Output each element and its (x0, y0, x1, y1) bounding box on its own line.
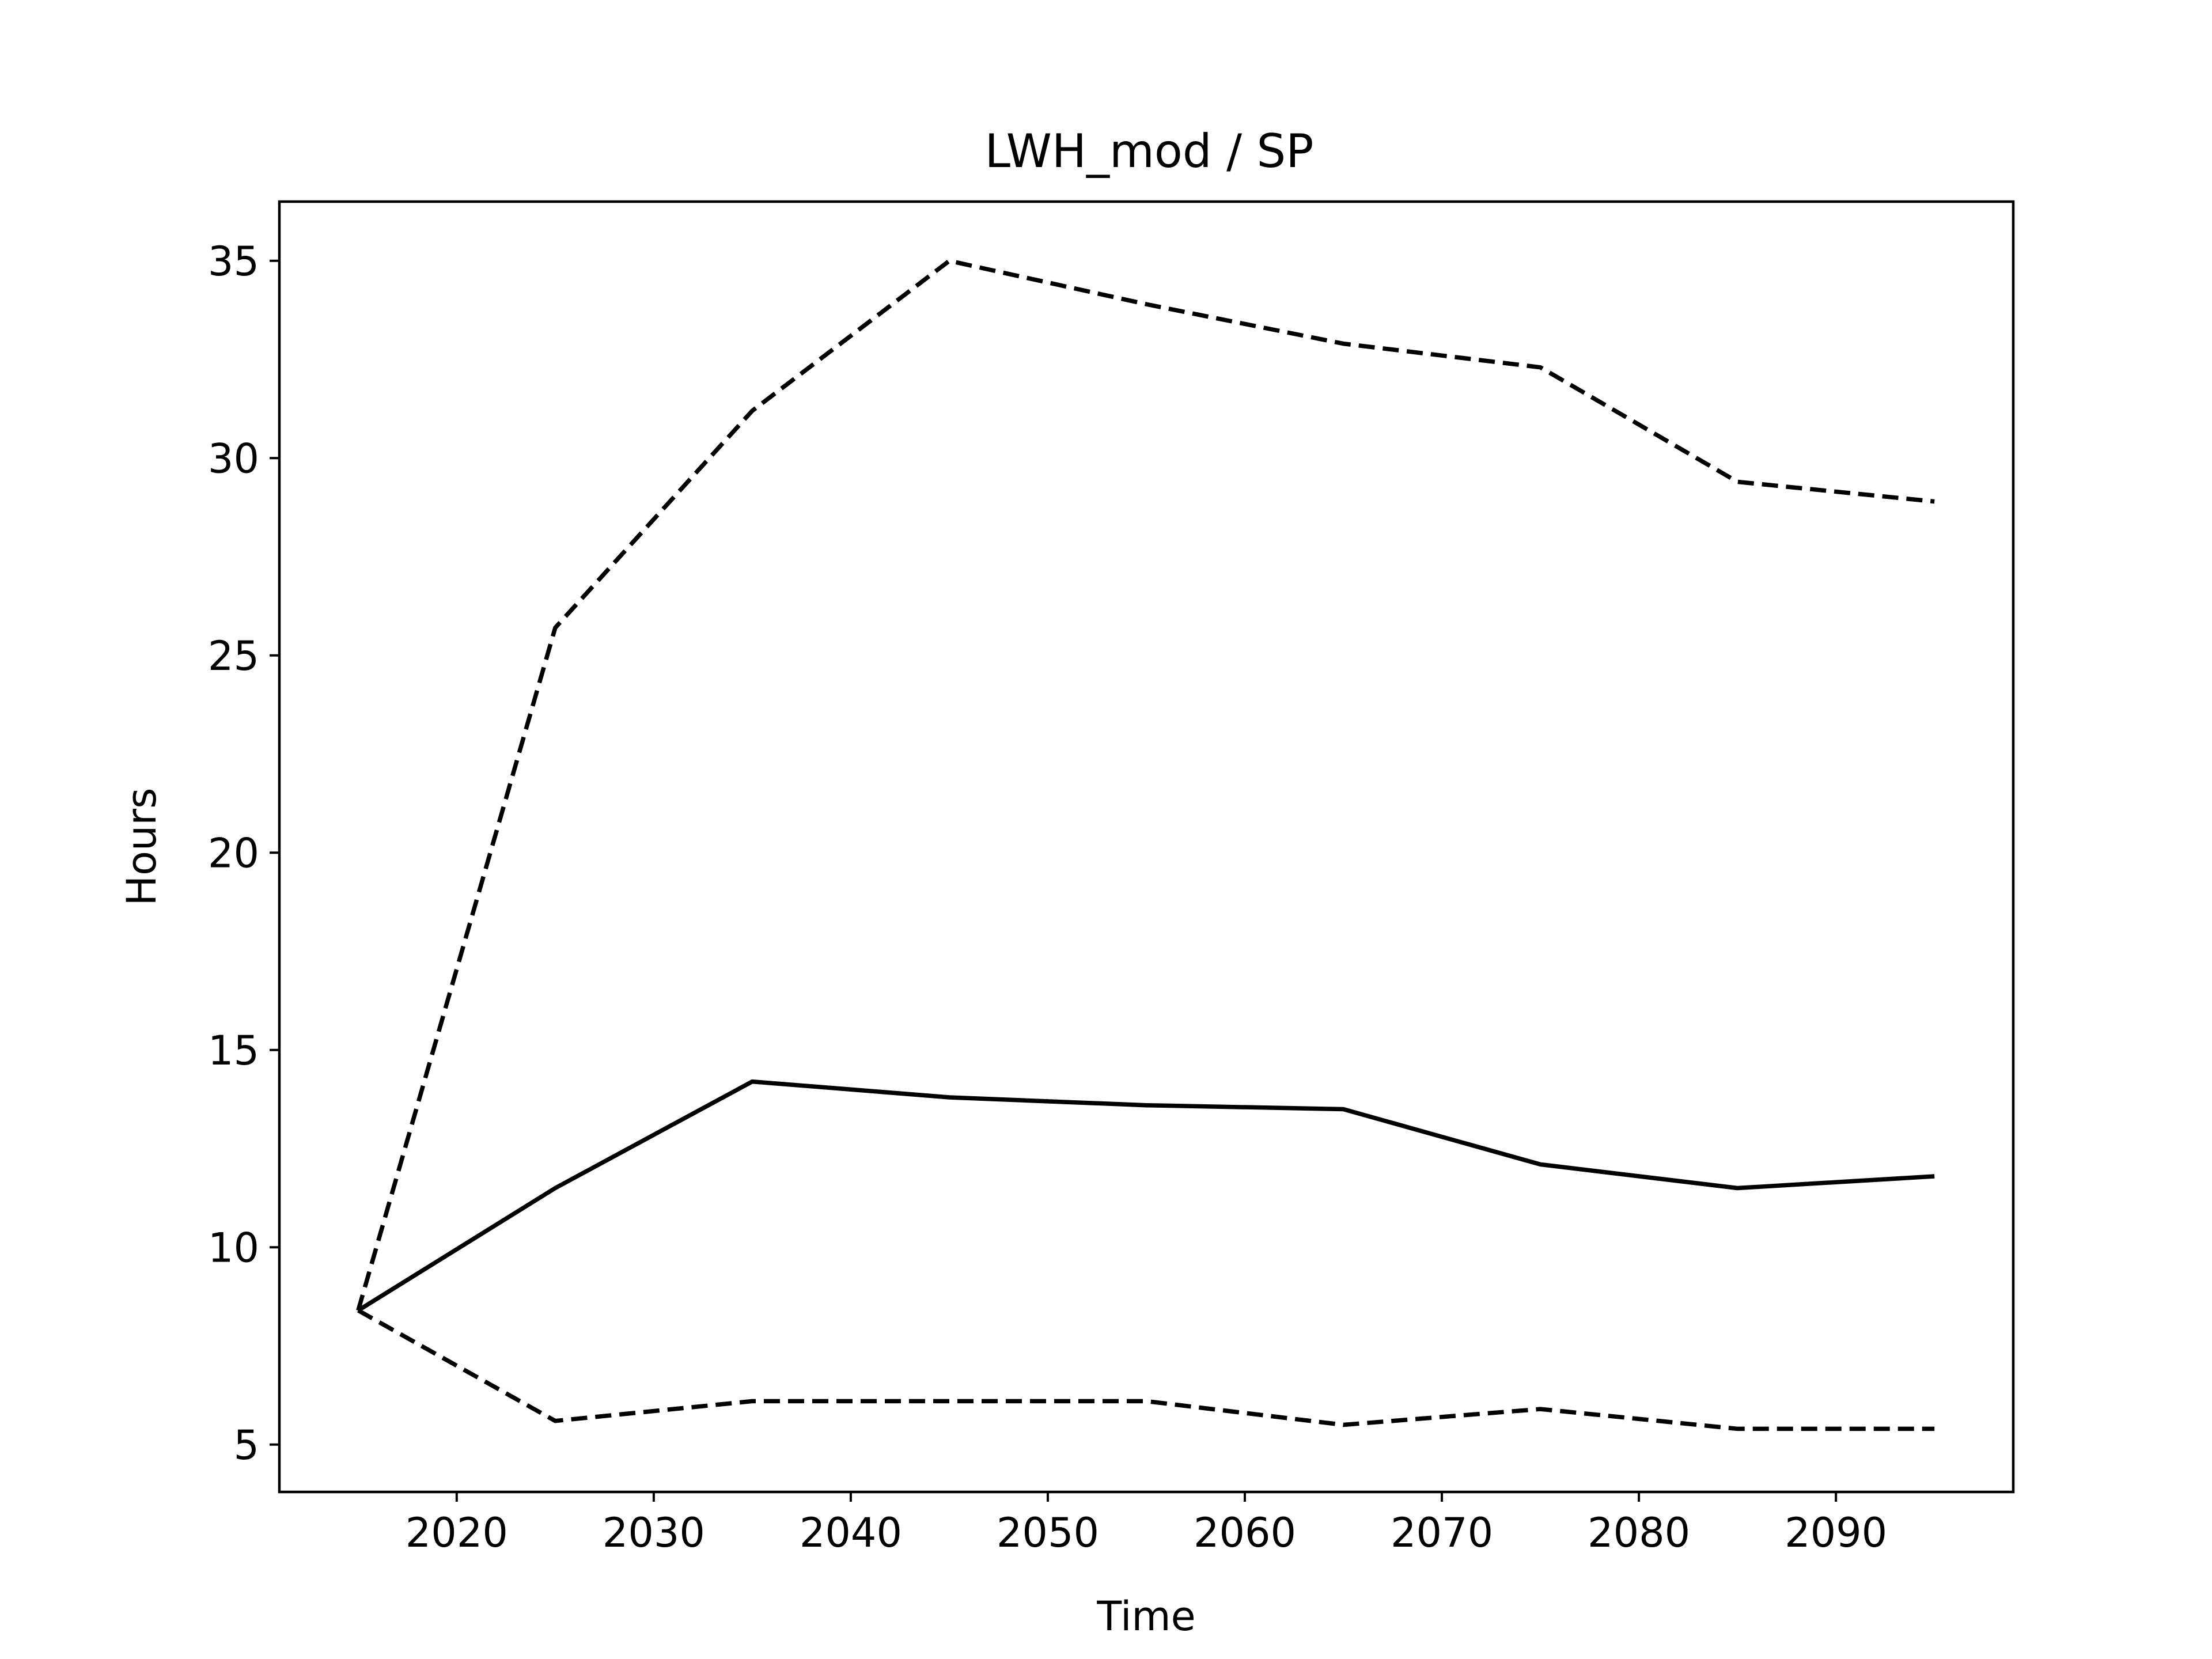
x-tick-label: 2040 (800, 1509, 902, 1556)
y-tick-label: 15 (208, 1027, 259, 1074)
y-tick-label: 20 (208, 830, 259, 877)
y-axis: 5 10 15 20 25 30 35 (208, 238, 279, 1469)
x-tick-label: 2060 (1194, 1509, 1296, 1556)
y-tick-label: 10 (208, 1224, 259, 1271)
chart-title: LWH_mod / SP (985, 124, 1314, 178)
x-tick-label: 2020 (406, 1509, 508, 1556)
y-tick-label: 30 (208, 435, 259, 482)
series-layer (356, 259, 1935, 1431)
y-tick-label: 5 (233, 1422, 259, 1469)
x-tick-label: 2050 (997, 1509, 1099, 1556)
x-axis: 2020 2030 2040 2050 2060 2070 2080 2090 (406, 1492, 1887, 1556)
x-axis-label: Time (1096, 1593, 1195, 1640)
y-tick-label: 35 (208, 238, 259, 285)
x-tick-label: 2080 (1588, 1509, 1690, 1556)
series-line-2 (356, 259, 1935, 1311)
x-tick-label: 2090 (1785, 1509, 1887, 1556)
x-tick-label: 2070 (1391, 1509, 1493, 1556)
y-tick-label: 25 (208, 632, 259, 680)
x-tick-label: 2030 (603, 1509, 705, 1556)
series-line-3 (357, 1308, 1935, 1431)
series-line-1 (357, 1079, 1935, 1313)
plot-frame (278, 200, 2015, 1494)
y-axis-label: Hours (118, 787, 165, 906)
